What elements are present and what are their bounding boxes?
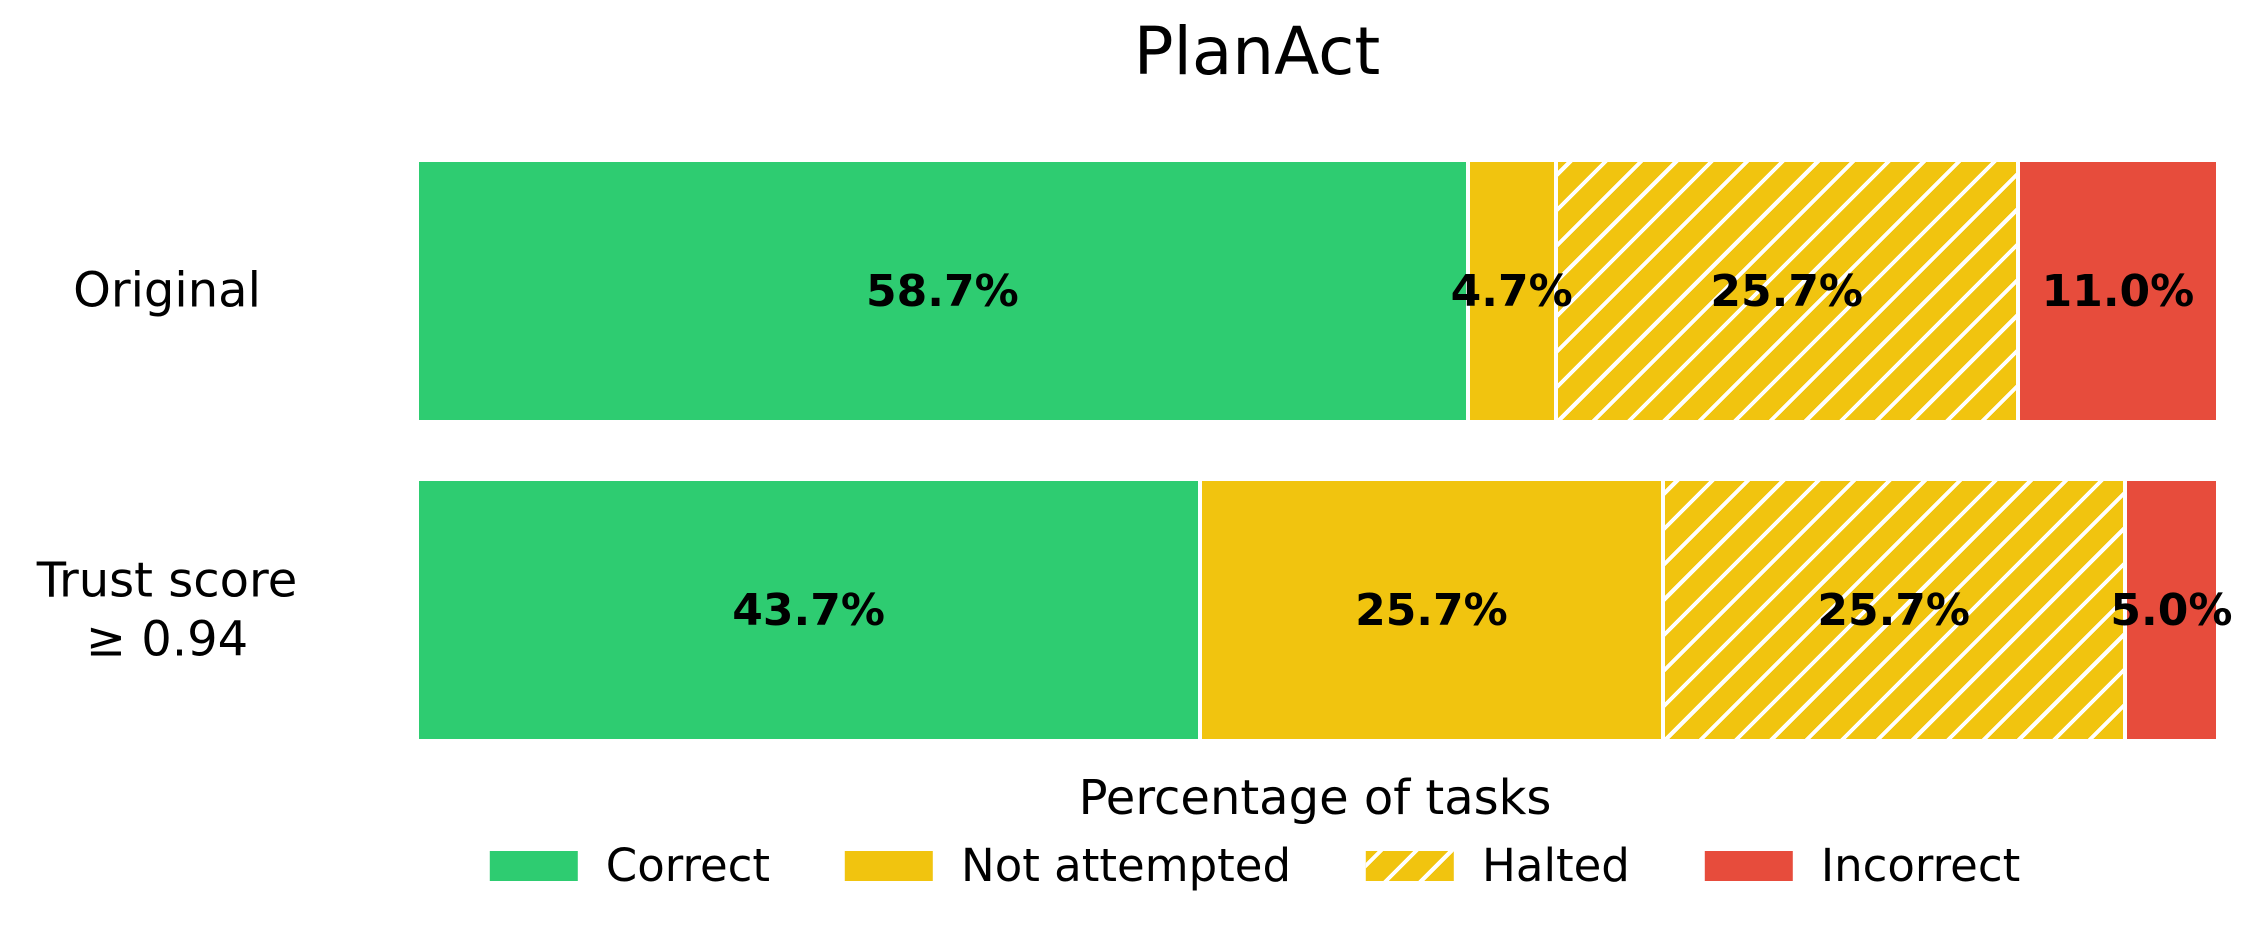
bar-segment-incorrect: 11.0% <box>2015 162 2216 420</box>
legend: Correct Not attempted Halted Incorrect <box>489 839 2021 892</box>
bar-value-label: 43.7% <box>732 584 885 636</box>
legend-item: Correct <box>489 839 771 892</box>
bar-value-label: 25.7% <box>1817 584 1971 636</box>
bar-segment-halted: 25.7% <box>1553 162 2016 420</box>
bar-segment-not-attempted: 25.7% <box>1198 481 1661 739</box>
bar-value-label: 11.0% <box>2041 265 2195 317</box>
stacked-bar: 43.7% 25.7% 25.7% 5.0% <box>419 481 2232 739</box>
bar-value-label: 58.7% <box>866 265 1019 317</box>
legend-item: Incorrect <box>1704 839 2021 892</box>
chart-title: PlanAct <box>1133 13 1381 90</box>
category-label: Original <box>73 262 261 319</box>
bar-value-label: 4.7% <box>1450 265 1573 317</box>
legend-item: Halted <box>1366 843 1630 888</box>
legend-label: Correct <box>605 839 771 892</box>
category-row: Trust score ≥ 0.94 43.7% 25.7% 25.7% 5.0% <box>0 481 2258 739</box>
bar-segment-not-attempted: 4.7% <box>1451 162 1573 420</box>
legend-label: Halted <box>1482 839 1630 892</box>
bar-segment-incorrect: 5.0% <box>2110 481 2232 739</box>
bar-segment-halted: 25.7% <box>1660 481 2123 739</box>
stacked-bar: 58.7% 4.7% 25.7% 11.0% <box>419 162 2216 420</box>
category-label: Trust score ≥ 0.94 <box>36 552 298 667</box>
legend-label: Incorrect <box>1820 839 2021 892</box>
legend-swatch-correct <box>489 850 578 881</box>
bar-segment-correct: 43.7% <box>419 481 1199 739</box>
legend-swatch-not-attempted <box>845 850 934 881</box>
legend-swatch-incorrect <box>1704 850 1793 881</box>
legend-item: Not attempted <box>845 843 1291 888</box>
bar-value-label: 25.7% <box>1710 265 1864 317</box>
category-row: Original 58.7% 4.7% 25.7% 11.0% <box>0 162 2258 420</box>
legend-label: Not attempted <box>961 839 1292 892</box>
bar-value-label: 5.0% <box>2110 584 2233 636</box>
bar-value-label: 25.7% <box>1355 584 1508 636</box>
legend-swatch-halted <box>1366 850 1455 881</box>
x-axis-label: Percentage of tasks <box>1078 770 1552 826</box>
bar-segment-correct: 58.7% <box>419 162 1466 420</box>
